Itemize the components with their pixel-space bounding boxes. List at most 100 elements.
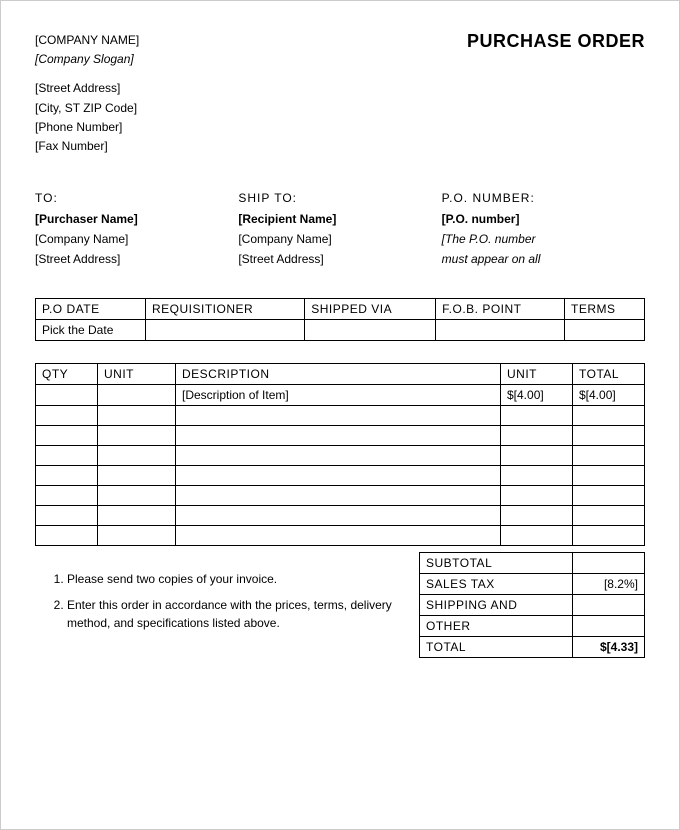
table-row: [36, 485, 645, 505]
items-header-total: TOTAL: [573, 363, 645, 384]
company-phone: [Phone Number]: [35, 118, 645, 137]
meta-value-req: [146, 319, 305, 340]
notes-block: Please send two copies of your invoice. …: [35, 552, 399, 658]
item-cell-qty: [36, 405, 98, 425]
meta-value-terms: [565, 319, 645, 340]
po-number-note1: [The P.O. number: [442, 229, 645, 249]
item-cell-desc: [176, 405, 501, 425]
item-cell-total: $[4.00]: [573, 384, 645, 405]
item-cell-desc: [176, 425, 501, 445]
company-name: [COMPANY NAME]: [35, 31, 139, 50]
item-cell-qty: [36, 425, 98, 445]
items-header-unitprice: UNIT: [501, 363, 573, 384]
item-cell-unitprice: [501, 425, 573, 445]
shipping-value: [573, 594, 645, 615]
item-cell-unit: [98, 465, 176, 485]
table-row: [36, 525, 645, 545]
items-header-qty: QTY: [36, 363, 98, 384]
item-cell-qty: [36, 384, 98, 405]
meta-value-shipped: [305, 319, 436, 340]
table-row: [36, 445, 645, 465]
item-cell-qty: [36, 485, 98, 505]
po-number-label: P.O. NUMBER:: [442, 188, 645, 208]
item-cell-unit: [98, 505, 176, 525]
items-header-unit: UNIT: [98, 363, 176, 384]
item-cell-qty: [36, 465, 98, 485]
item-cell-total: [573, 465, 645, 485]
item-cell-qty: [36, 525, 98, 545]
company-city: [City, ST ZIP Code]: [35, 99, 645, 118]
company-street: [Street Address]: [35, 79, 645, 98]
items-table: QTY UNIT DESCRIPTION UNIT TOTAL [Descrip…: [35, 363, 645, 546]
to-name: [Purchaser Name]: [35, 209, 238, 229]
item-cell-total: [573, 425, 645, 445]
total-label: TOTAL: [420, 636, 573, 657]
item-cell-unitprice: [501, 485, 573, 505]
meta-header-fob: F.O.B. POINT: [436, 298, 565, 319]
note-1: Please send two copies of your invoice.: [67, 570, 399, 588]
item-cell-total: [573, 445, 645, 465]
to-company: [Company Name]: [35, 229, 238, 249]
item-cell-desc: [176, 465, 501, 485]
table-row: [36, 425, 645, 445]
ship-to-name: [Recipient Name]: [238, 209, 441, 229]
item-cell-unit: [98, 425, 176, 445]
meta-value-date: Pick the Date: [36, 319, 146, 340]
to-street: [Street Address]: [35, 249, 238, 269]
item-cell-unit: [98, 445, 176, 465]
ship-to-street: [Street Address]: [238, 249, 441, 269]
item-cell-desc: [176, 505, 501, 525]
item-cell-unit: [98, 384, 176, 405]
table-row: [36, 505, 645, 525]
ship-to-company: [Company Name]: [238, 229, 441, 249]
item-cell-qty: [36, 505, 98, 525]
item-cell-desc: [Description of Item]: [176, 384, 501, 405]
meta-header-req: REQUISITIONER: [146, 298, 305, 319]
po-number-block: P.O. NUMBER: [P.O. number] [The P.O. num…: [442, 188, 645, 270]
item-cell-unitprice: $[4.00]: [501, 384, 573, 405]
meta-value-fob: [436, 319, 565, 340]
meta-header-shipped: SHIPPED VIA: [305, 298, 436, 319]
item-cell-unitprice: [501, 445, 573, 465]
ship-to-block: SHIP TO: [Recipient Name] [Company Name]…: [238, 188, 441, 270]
meta-table: P.O DATE REQUISITIONER SHIPPED VIA F.O.B…: [35, 298, 645, 341]
item-cell-unitprice: [501, 505, 573, 525]
table-row: [Description of Item]$[4.00]$[4.00]: [36, 384, 645, 405]
item-cell-unitprice: [501, 525, 573, 545]
subtotal-label: SUBTOTAL: [420, 552, 573, 573]
document-title: PURCHASE ORDER: [467, 31, 645, 52]
item-cell-qty: [36, 445, 98, 465]
item-cell-unit: [98, 525, 176, 545]
company-slogan: [Company Slogan]: [35, 50, 139, 69]
item-cell-total: [573, 405, 645, 425]
total-value: $[4.33]: [573, 636, 645, 657]
item-cell-total: [573, 485, 645, 505]
item-cell-unit: [98, 485, 176, 505]
item-cell-desc: [176, 485, 501, 505]
po-number-note2: must appear on all: [442, 249, 645, 269]
tax-label: SALES TAX: [420, 573, 573, 594]
item-cell-total: [573, 525, 645, 545]
note-2: Enter this order in accordance with the …: [67, 596, 399, 632]
shipping-label: SHIPPING AND: [420, 594, 573, 615]
meta-header-terms: TERMS: [565, 298, 645, 319]
item-cell-desc: [176, 445, 501, 465]
item-cell-desc: [176, 525, 501, 545]
po-number-value: [P.O. number]: [442, 209, 645, 229]
ship-to-label: SHIP TO:: [238, 188, 441, 208]
subtotal-value: [573, 552, 645, 573]
item-cell-unitprice: [501, 405, 573, 425]
company-fax: [Fax Number]: [35, 137, 645, 156]
table-row: [36, 405, 645, 425]
meta-header-date: P.O DATE: [36, 298, 146, 319]
totals-block: SUBTOTAL SALES TAX [8.2%] SHIPPING AND O…: [419, 552, 645, 658]
to-block: TO: [Purchaser Name] [Company Name] [Str…: [35, 188, 238, 270]
table-row: [36, 465, 645, 485]
to-label: TO:: [35, 188, 238, 208]
other-label: OTHER: [420, 615, 573, 636]
other-value: [573, 615, 645, 636]
item-cell-total: [573, 505, 645, 525]
items-header-desc: DESCRIPTION: [176, 363, 501, 384]
item-cell-unit: [98, 405, 176, 425]
tax-value: [8.2%]: [573, 573, 645, 594]
